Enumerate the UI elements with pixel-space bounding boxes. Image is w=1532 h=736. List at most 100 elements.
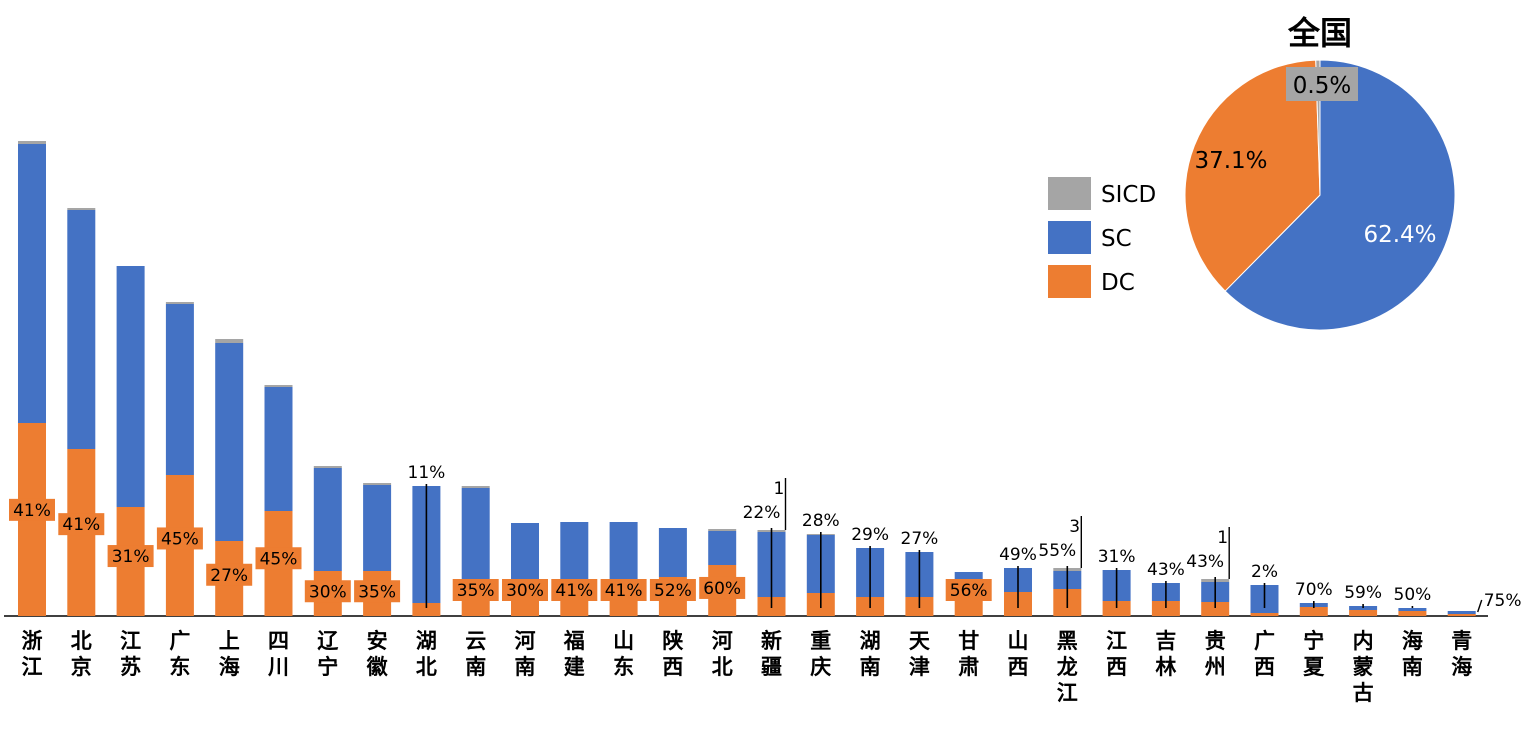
bar-sc	[67, 210, 96, 449]
category-label: 宁	[317, 654, 338, 679]
category-label: 西	[662, 654, 683, 679]
category-label: 徽	[366, 654, 389, 679]
category-label: 东	[169, 654, 190, 679]
bar-sicd	[264, 385, 293, 387]
sicd-label: 1	[774, 479, 785, 499]
data-label: 2%	[1251, 562, 1278, 582]
category-label: 四	[268, 628, 289, 653]
category-label: 宁	[1303, 628, 1324, 653]
bar-sc	[363, 485, 392, 571]
category-label: 北	[712, 654, 733, 679]
category-label: 浙	[22, 628, 43, 653]
bar-sc	[1398, 608, 1427, 611]
data-label: 56%	[950, 581, 988, 601]
category-label: 吉	[1155, 628, 1176, 653]
data-label: 45%	[260, 549, 298, 569]
data-label: 43%	[1147, 560, 1185, 580]
category-label: 河	[712, 628, 733, 653]
bar-sc	[708, 531, 737, 565]
category-label: 江	[22, 654, 43, 679]
category-label: 州	[1205, 654, 1226, 679]
bar-sc	[313, 468, 342, 571]
category-label: 青	[1451, 628, 1472, 653]
pie-title: 全国	[1287, 14, 1352, 52]
data-label: 35%	[358, 582, 396, 602]
data-label: 75%	[1484, 591, 1522, 611]
bar-sc	[511, 523, 539, 587]
category-label: 河	[515, 628, 536, 653]
data-label: 41%	[555, 581, 593, 601]
data-label-box	[255, 547, 302, 570]
pie-chart: 全国 62.4% 37.1% 0.5%	[1184, 14, 1456, 331]
bar-sc	[116, 266, 145, 507]
pie-label-dc: 37.1%	[1194, 148, 1267, 174]
category-label: 海	[219, 654, 240, 679]
bar-sc	[560, 522, 589, 581]
category-label: 龙	[1057, 654, 1078, 679]
data-label: 30%	[309, 582, 347, 602]
data-label: 11%	[408, 463, 446, 483]
data-label-box	[699, 576, 746, 599]
bar-sc	[1447, 611, 1476, 614]
category-label: 南	[1402, 654, 1423, 679]
category-label: 南	[860, 654, 881, 679]
bar-sicd	[363, 483, 392, 485]
data-label: 30%	[506, 581, 544, 601]
data-label: 27%	[901, 529, 939, 549]
data-label: 43%	[1186, 552, 1224, 572]
data-label: 70%	[1295, 580, 1333, 600]
category-label: 陕	[662, 628, 683, 653]
bar-chart: 41%浙江41%北京31%江苏45%广东27%上海45%四川30%辽宁35%安徽…	[4, 141, 1521, 705]
category-label: 内	[1353, 628, 1374, 653]
category-label: 贵	[1205, 628, 1226, 653]
category-label: 甘	[958, 628, 979, 653]
bar-dc	[1447, 614, 1476, 616]
category-label: 海	[1451, 654, 1472, 679]
category-label: 川	[267, 654, 289, 679]
bar-dc	[1299, 607, 1328, 616]
bar-sc	[658, 528, 687, 577]
data-label: 22%	[743, 503, 781, 523]
data-label: 28%	[802, 511, 840, 531]
category-label: 津	[909, 654, 930, 679]
category-label: 山	[1008, 628, 1029, 653]
legend-label-sicd: SICD	[1101, 182, 1156, 208]
category-label: 江	[1106, 628, 1127, 653]
bar-dc	[1102, 601, 1131, 616]
category-label: 安	[367, 628, 388, 653]
data-label-box	[9, 498, 55, 521]
pie-slice-dc	[1184, 59, 1321, 292]
bar-sicd	[67, 208, 96, 210]
category-label: 东	[613, 654, 634, 679]
data-label: 60%	[703, 579, 741, 599]
data-label: 35%	[457, 581, 495, 601]
data-label: 27%	[210, 566, 248, 586]
bar-dc	[1349, 610, 1378, 616]
category-label: 南	[465, 654, 486, 679]
bar-dc	[1151, 601, 1180, 616]
category-label: 江	[120, 628, 141, 653]
category-label: 湖	[860, 628, 881, 653]
category-label: 福	[563, 628, 585, 653]
sicd-label: 3	[1069, 517, 1080, 537]
category-label: 疆	[761, 654, 782, 679]
data-label: 59%	[1344, 583, 1382, 603]
category-label: 夏	[1303, 654, 1325, 679]
data-label: 41%	[13, 501, 51, 521]
category-label: 重	[810, 628, 831, 653]
legend-swatch-sc	[1048, 221, 1091, 254]
category-label: 建	[564, 654, 585, 679]
leader-line	[1477, 599, 1483, 613]
category-label: 天	[909, 628, 931, 653]
category-label: 辽	[317, 628, 339, 653]
category-label: 南	[515, 654, 536, 679]
bar-sicd	[18, 141, 46, 144]
data-label-box	[551, 579, 598, 601]
data-label-box	[502, 579, 548, 601]
data-label: 31%	[1098, 547, 1136, 567]
legend-label-sc: SC	[1101, 226, 1132, 252]
bar-sicd	[461, 486, 490, 488]
category-label: 京	[71, 654, 92, 679]
data-label: 50%	[1394, 585, 1432, 605]
category-label: 上	[219, 628, 240, 653]
